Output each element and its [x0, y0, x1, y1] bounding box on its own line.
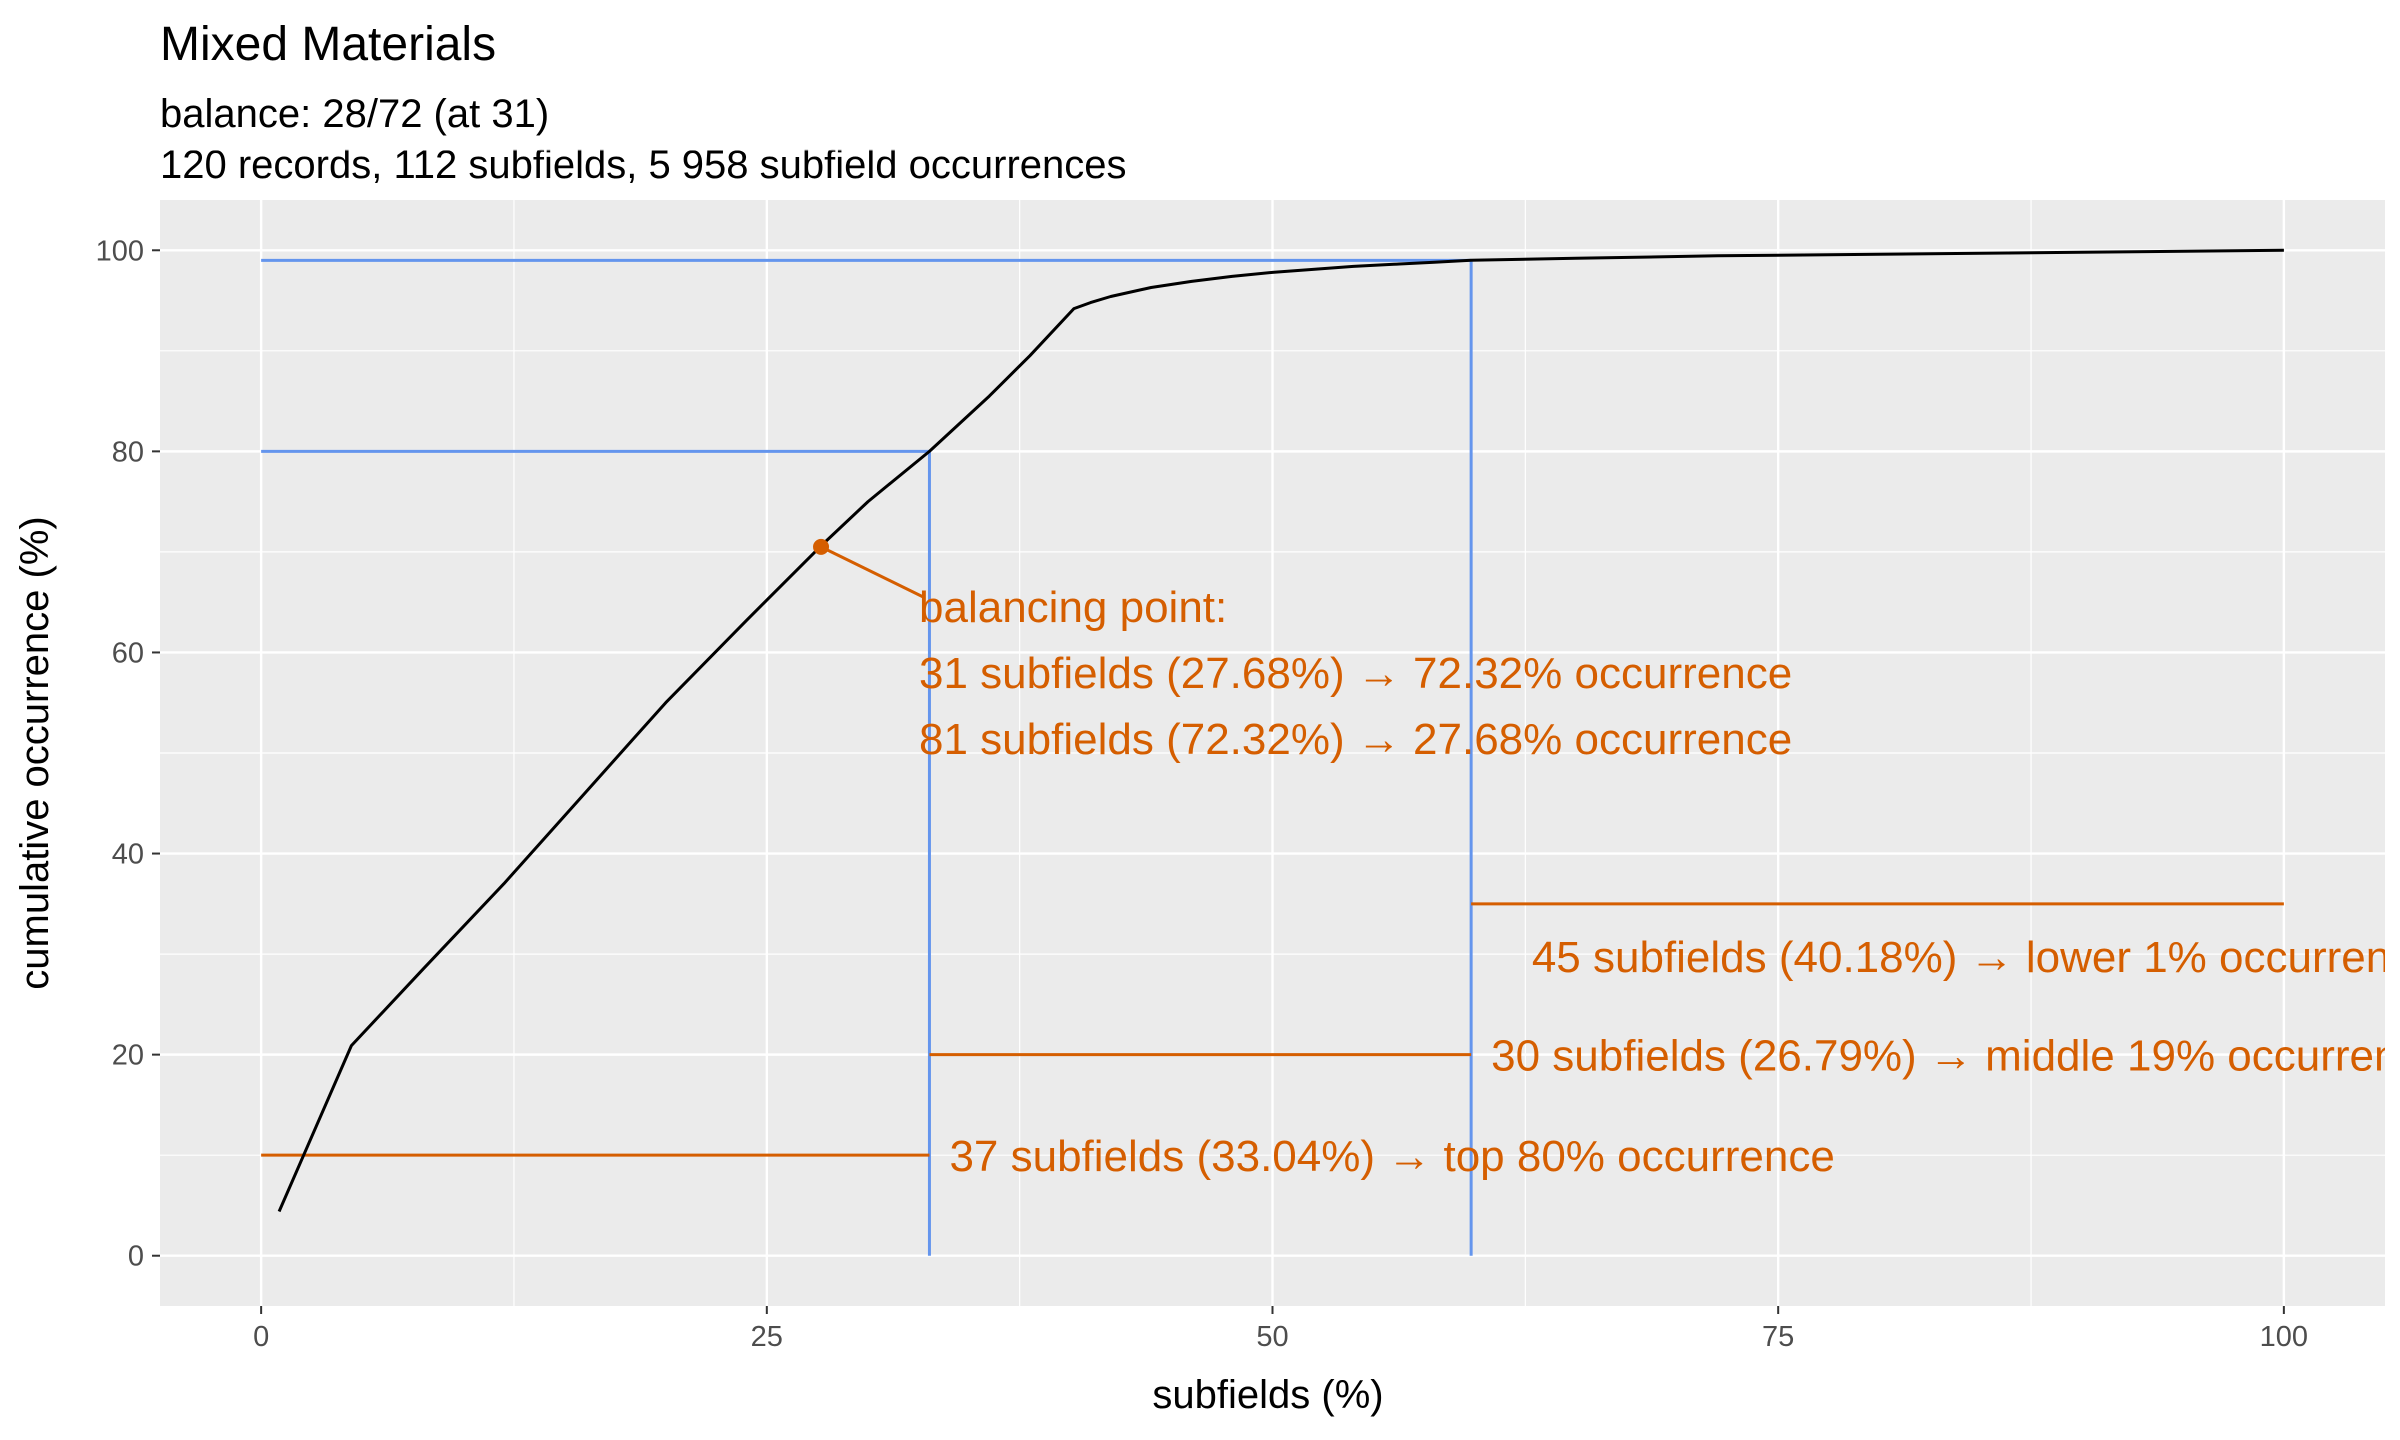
- annotations: 37 subfields (33.04%) → top 80% occurren…: [919, 583, 2400, 1181]
- y-axis-title: cumulative occurrence (%): [13, 516, 57, 990]
- y-tick-label: 60: [112, 637, 144, 669]
- y-tick-label: 80: [112, 436, 144, 468]
- y-tick-label: 100: [96, 235, 144, 267]
- y-tick-label: 20: [112, 1040, 144, 1072]
- cumulative-curve: [277, 248, 2284, 1213]
- y-tick-label: 0: [128, 1241, 144, 1273]
- chart-subtitle-line-1: balance: 28/72 (at 31): [160, 92, 549, 136]
- x-tick-label: 0: [253, 1321, 269, 1353]
- balancing-point-marker: [813, 538, 830, 555]
- x-tick-label: 25: [751, 1321, 783, 1353]
- x-tick-label: 50: [1256, 1321, 1288, 1353]
- x-tick-label: 100: [2260, 1321, 2308, 1353]
- balancing-point-label: 81 subfields (72.32%) → 27.68% occurrenc…: [919, 715, 1792, 764]
- reference-lines: [261, 258, 1473, 1256]
- balancing-point-label: 31 subfields (27.68%) → 72.32% occurrenc…: [919, 649, 1792, 698]
- occurrence-segments: [261, 902, 2284, 1157]
- axis-ticks: 0 25 50 75 100 0 20 40 60 80 100: [96, 235, 2308, 1353]
- x-axis-title: subfields (%): [1152, 1373, 1383, 1417]
- cumulative-curve-layer: [277, 248, 2284, 1213]
- segment-label: 37 subfields (33.04%) → top 80% occurren…: [949, 1132, 1834, 1181]
- chart-title: Mixed Materials: [160, 18, 496, 71]
- balancing-point-leader: [820, 545, 924, 599]
- balancing-point-layer: [813, 538, 924, 599]
- y-tick-label: 40: [112, 839, 144, 871]
- segment-label: 30 subfields (26.79%) → middle 19% occur…: [1491, 1032, 2400, 1081]
- balancing-point-label: balancing point:: [919, 583, 1227, 632]
- grid-lines: [160, 149, 2385, 1306]
- chart-subtitle-line-2: 120 records, 112 subfields, 5 958 subfie…: [160, 143, 1127, 187]
- segment-label: 45 subfields (40.18%) → lower 1% occurre…: [1532, 933, 2400, 982]
- x-tick-label: 75: [1762, 1321, 1794, 1353]
